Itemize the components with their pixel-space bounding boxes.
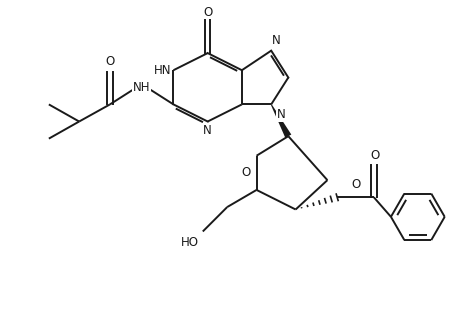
Text: O: O — [370, 148, 380, 162]
Text: N: N — [272, 34, 281, 47]
Polygon shape — [271, 104, 292, 138]
Text: O: O — [351, 178, 360, 191]
Text: NH: NH — [133, 81, 150, 94]
Text: HO: HO — [181, 236, 199, 249]
Text: N: N — [277, 108, 286, 121]
Text: N: N — [203, 124, 212, 137]
Text: O: O — [241, 166, 251, 179]
Text: HN: HN — [154, 64, 171, 77]
Text: O: O — [105, 55, 115, 68]
Text: O: O — [203, 6, 212, 19]
